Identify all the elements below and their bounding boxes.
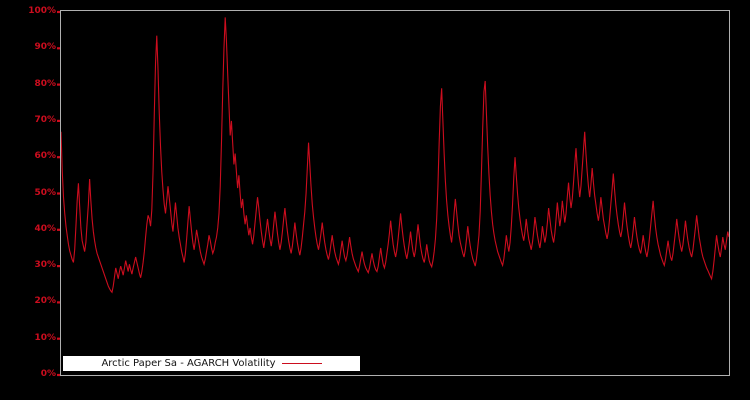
y-tick-label: 70%: [34, 114, 56, 125]
plot-frame-border: [60, 10, 730, 376]
y-tick-label: 60%: [34, 151, 56, 162]
y-tick-label: 100%: [28, 6, 56, 16]
y-axis-labels: 0% 10% 20% 30% 40% 50% 60% 70% 80% 90% 100%: [0, 0, 56, 400]
y-tick-label: 0%: [40, 369, 56, 379]
chart-legend[interactable]: Arctic Paper Sa - AGARCH Volatility: [63, 356, 360, 371]
y-tick-label: 50%: [34, 187, 56, 198]
legend-line-swatch: [281, 363, 322, 364]
y-tick-label: 40%: [34, 223, 56, 234]
y-tick-label: 90%: [34, 42, 56, 53]
volatility-series-line: [60, 17, 730, 294]
legend-label: Arctic Paper Sa - AGARCH Volatility: [101, 357, 276, 369]
y-tick-label: 10%: [34, 332, 56, 343]
y-tick-label: 80%: [34, 78, 56, 89]
y-tick-label: 30%: [34, 260, 56, 271]
y-tick-label: 20%: [34, 296, 56, 307]
